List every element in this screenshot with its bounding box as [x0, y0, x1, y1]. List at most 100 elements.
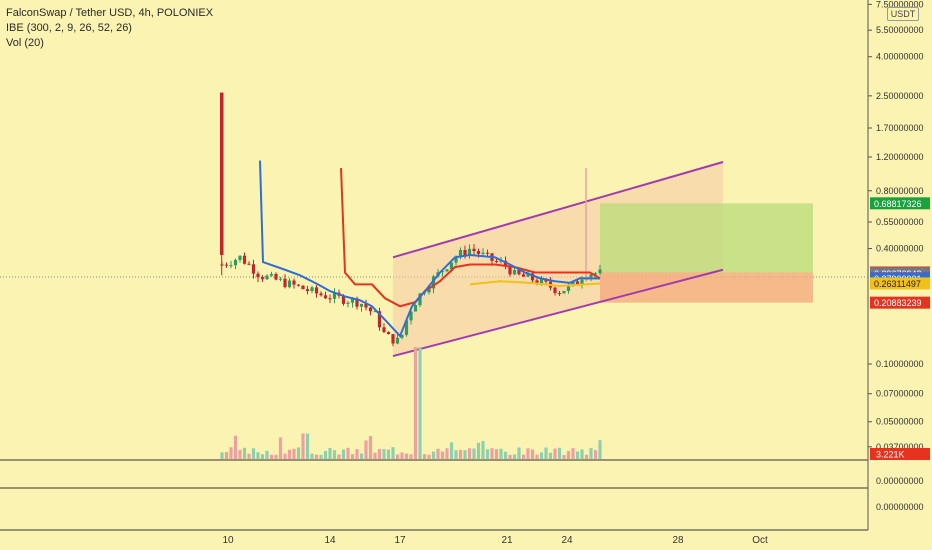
volume-bar	[229, 447, 233, 459]
price-tags: 0.688173260.299999960.296769420.28000000…	[870, 197, 930, 309]
volume-bar	[319, 454, 323, 459]
candle-body	[256, 273, 260, 278]
volume-bar	[589, 448, 593, 459]
candle-body	[413, 305, 418, 312]
chart-legend: FalconSwap / Tether USD, 4h, POLONIEX IB…	[6, 6, 213, 51]
tag-0209	[870, 296, 930, 309]
volume-bar	[418, 347, 422, 459]
volume-bar	[377, 449, 382, 459]
candle-body	[350, 298, 355, 303]
y-tick-label: 5.50000000	[876, 25, 924, 35]
x-tick-label: 10	[222, 535, 234, 546]
volume-bar	[566, 450, 571, 459]
volume-bar	[283, 453, 287, 459]
volume-tag-label: 3.221K	[876, 450, 905, 460]
candle-body	[364, 303, 368, 308]
y-axis: 7.50000000 5.50000000 4.00000000 2.50000000…	[868, 0, 924, 452]
x-tick-label: Oct	[752, 535, 768, 546]
candle-body	[305, 289, 310, 292]
candle-body	[508, 265, 512, 275]
candle-body	[391, 334, 395, 344]
candle-body	[485, 252, 490, 254]
legend-ibe: IBE (300, 2, 9, 26, 52, 26)	[6, 22, 132, 34]
candle-body	[323, 295, 328, 299]
candle-body	[418, 293, 422, 306]
volume-bar	[332, 450, 337, 459]
candle-body	[346, 302, 350, 304]
volume-bar	[427, 454, 431, 459]
candle-body	[400, 334, 404, 338]
volume-bar	[539, 452, 544, 459]
candle-body	[535, 280, 539, 284]
volume-bar	[517, 447, 521, 459]
volume-bar	[503, 451, 508, 459]
candle-body	[445, 269, 449, 272]
x-tick-label: 28	[672, 535, 684, 546]
tag-0263	[870, 277, 930, 290]
candle-body	[395, 337, 400, 344]
volume-bar	[562, 454, 566, 459]
candle-body	[449, 262, 454, 270]
candle-body	[571, 281, 575, 285]
volume-bar	[548, 452, 553, 459]
y-tick-label: 0.40000000	[876, 244, 924, 254]
candle-body	[287, 280, 292, 288]
volume-bar	[593, 450, 598, 459]
volume-tag	[870, 448, 930, 460]
candle-body	[598, 269, 602, 274]
volume-bar	[526, 448, 530, 459]
ibe-blue-line	[259, 160, 601, 338]
candle-body	[260, 277, 265, 280]
candle-body	[431, 276, 436, 289]
volume-bar	[404, 453, 409, 459]
tag-0688-label: 0.68817326	[874, 199, 922, 209]
tag-0688	[870, 197, 930, 210]
spike-candle	[220, 92, 224, 256]
volume-bar	[454, 450, 458, 459]
volume-bar	[508, 454, 512, 459]
currency-badge[interactable]: USDT	[887, 7, 919, 21]
lower-pane-label: 0.00000000	[876, 476, 924, 486]
candle-body	[575, 281, 580, 285]
candle-body	[247, 263, 251, 265]
candle-body	[454, 257, 458, 263]
candle-body	[472, 248, 476, 252]
volume-bar	[346, 447, 350, 459]
volume-bar	[373, 452, 377, 459]
candle-body	[233, 259, 238, 266]
candle-body	[310, 287, 314, 292]
volume-bar	[580, 449, 584, 459]
volume-bar	[251, 448, 256, 459]
y-tick-label: 2.50000000	[876, 91, 924, 101]
volume-bar	[436, 448, 440, 459]
candle-body	[539, 278, 544, 284]
lower-pane-label: 0.00000000	[876, 502, 924, 512]
candle-body	[526, 273, 530, 277]
volume-bar	[224, 451, 229, 459]
volume-bar	[310, 453, 314, 459]
channel-upper-line	[392, 161, 724, 259]
candle-body	[386, 332, 391, 335]
volume-bar	[278, 437, 283, 459]
candle-body	[476, 251, 481, 254]
candle-body	[494, 260, 499, 262]
volume-bar	[287, 449, 292, 459]
volume-bar	[472, 448, 476, 459]
legend-vol: Vol (20)	[6, 37, 44, 49]
candle-body	[368, 307, 373, 312]
candle-body	[278, 278, 283, 280]
candle-body	[314, 287, 319, 294]
candle-body	[332, 292, 337, 299]
candle-body	[521, 274, 526, 277]
candle-body	[463, 250, 467, 256]
volume-bar	[409, 454, 413, 459]
candle-body	[296, 284, 301, 286]
volume-bar	[382, 449, 386, 459]
y-tick-label: 0.10000000	[876, 359, 924, 369]
volume-bar	[265, 450, 269, 459]
y-tick-label: 1.70000000	[876, 123, 924, 133]
candle-body	[341, 295, 346, 304]
volume-bar	[364, 440, 368, 459]
